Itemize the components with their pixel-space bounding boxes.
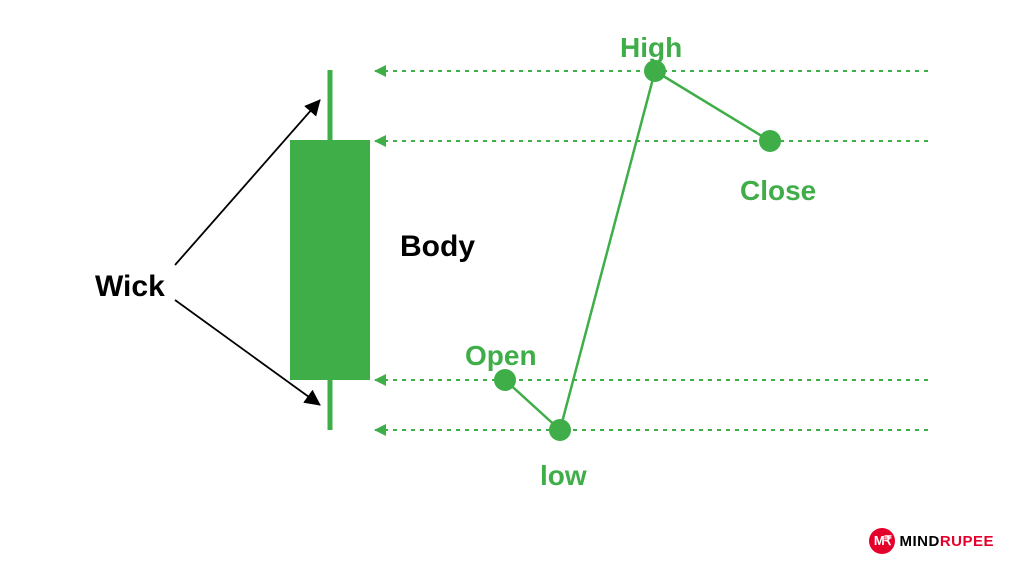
high-label: High [620,32,682,64]
close-label: Close [740,175,816,207]
price-path [505,71,770,430]
open-label: Open [465,340,537,372]
price-dot-open [494,369,516,391]
wick-label: Wick [95,270,165,304]
price-dot-low [549,419,571,441]
brand-logo-text: MINDRUPEE [899,533,994,550]
body-label: Body [400,230,475,264]
low-label: low [540,460,587,492]
brand-logo-icon: M₹ [869,528,895,554]
candle-body [290,140,370,380]
brand-logo: M₹ MINDRUPEE [869,528,994,554]
price-dot-close [759,130,781,152]
